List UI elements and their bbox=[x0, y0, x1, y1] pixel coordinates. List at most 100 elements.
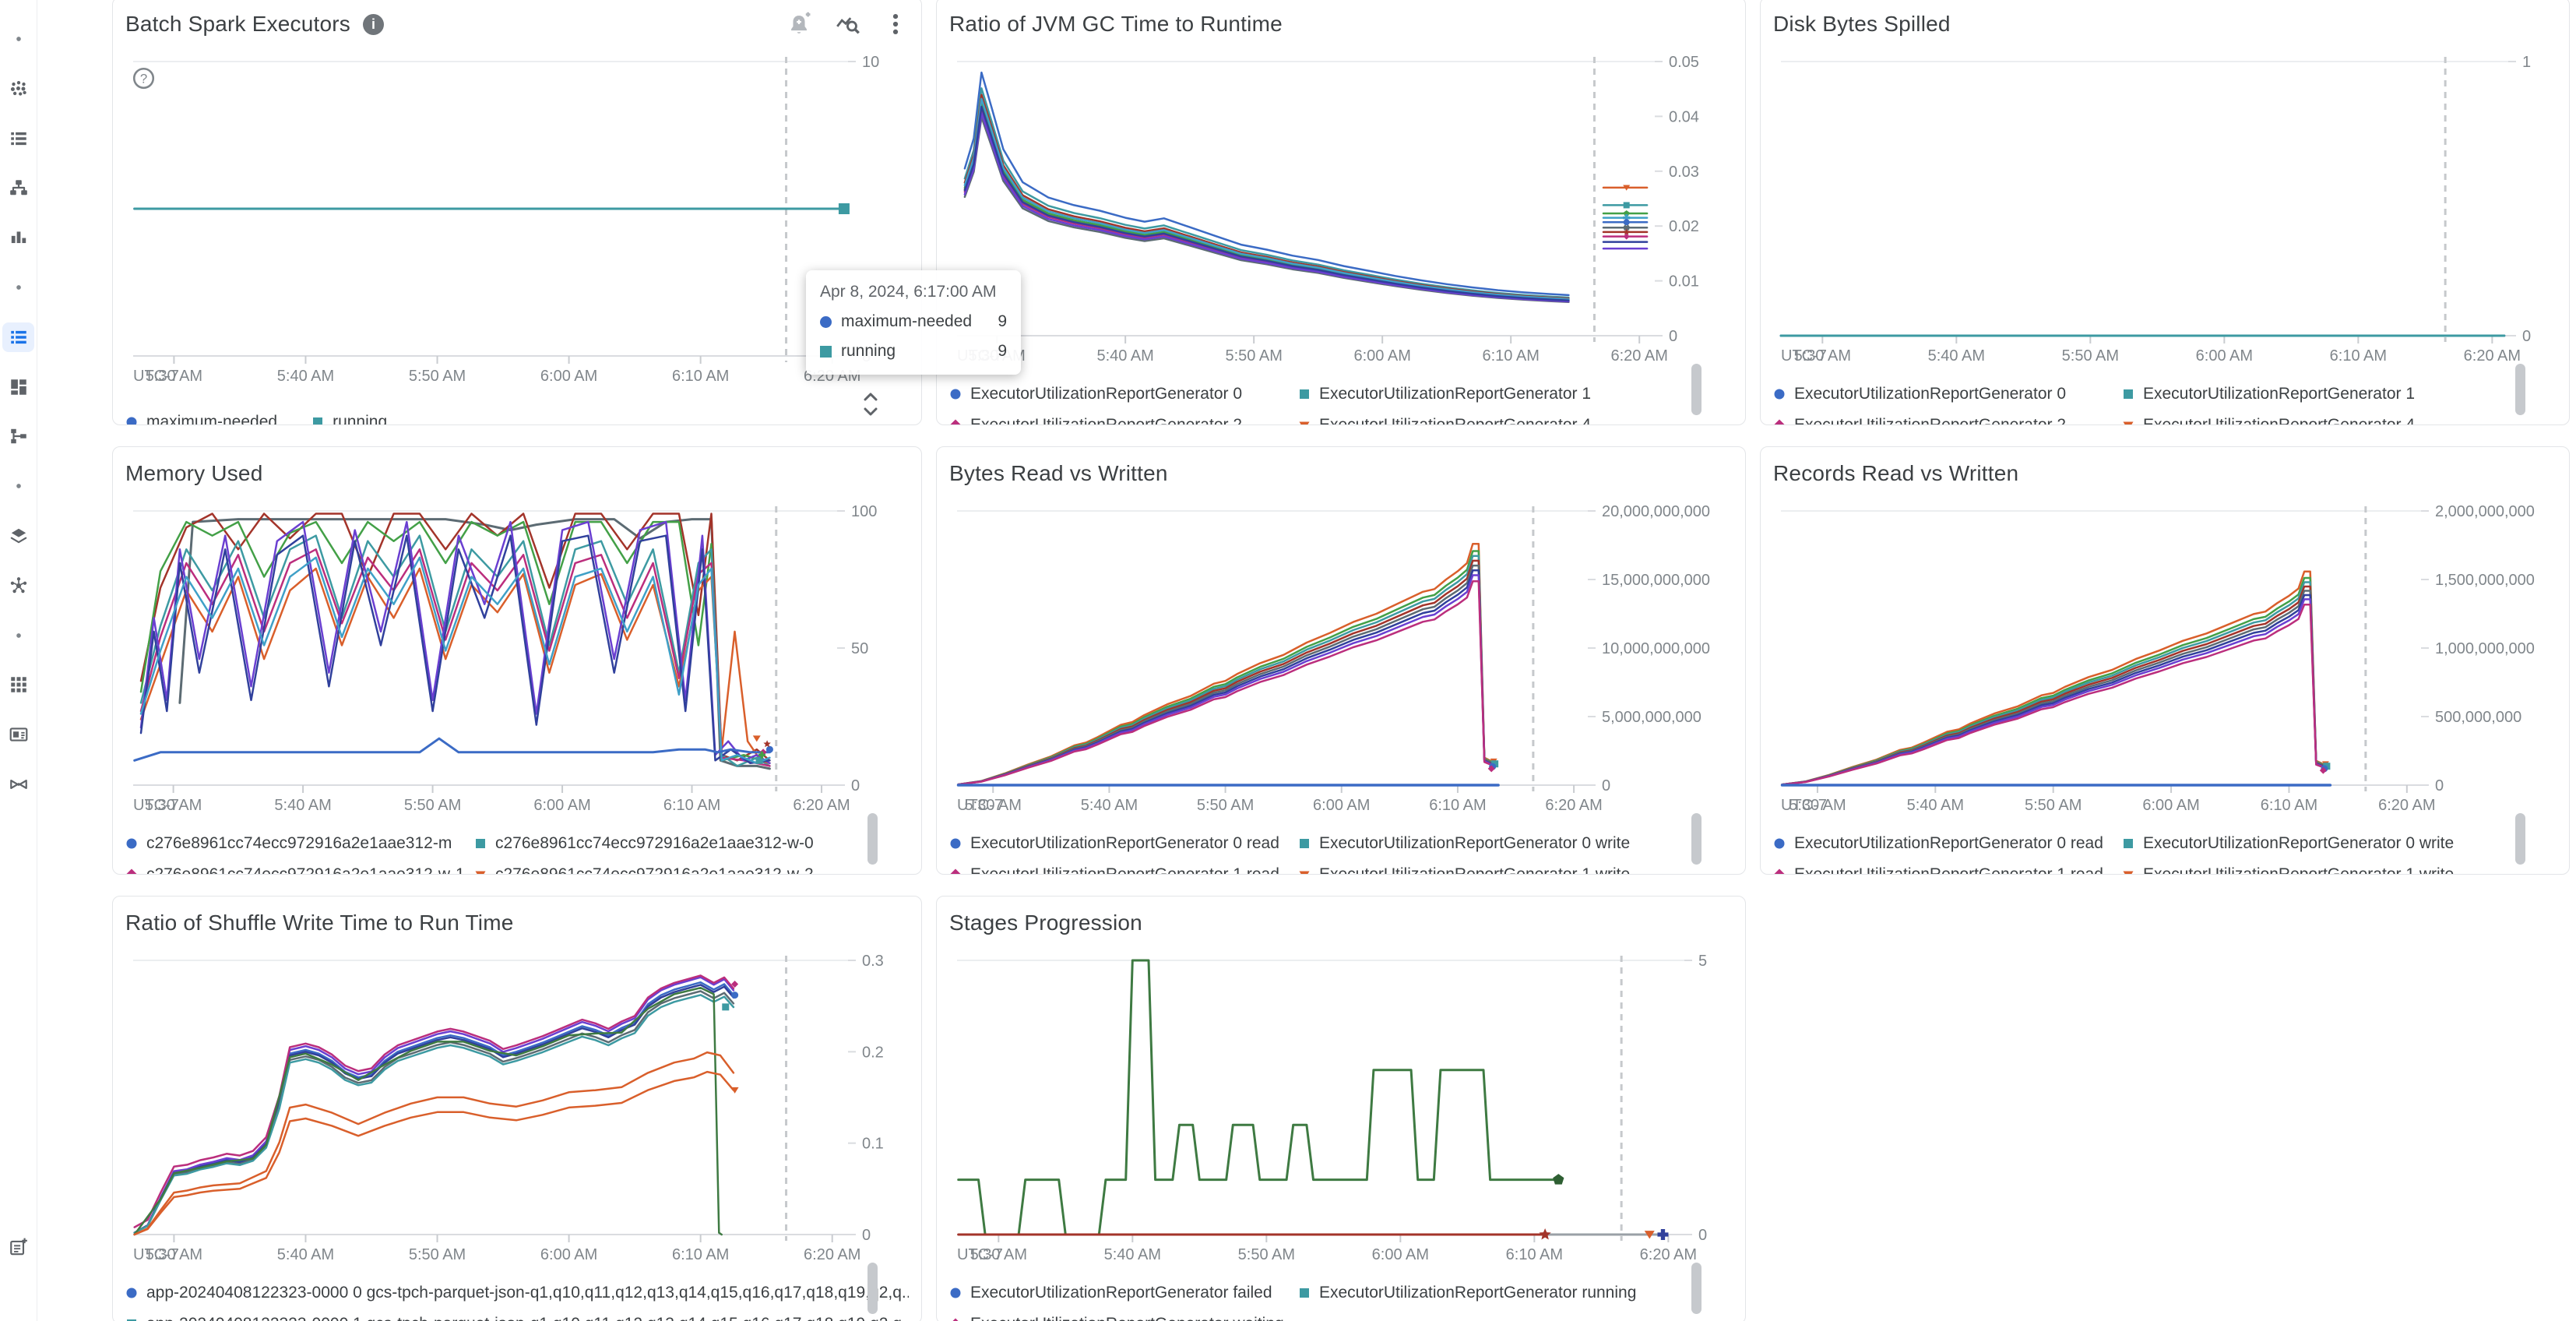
sidebar-item-sessions-icon[interactable] bbox=[0, 771, 37, 798]
legend-item[interactable]: c276e8961cc74ecc972916a2e1aae312-w-0 bbox=[474, 832, 909, 855]
svg-text:1: 1 bbox=[2522, 54, 2531, 71]
chart-canvas[interactable]: 1 0 UTC-75:30 AM 5:40 AM 5:50 AM 6:00 AM 6:10 … bbox=[1773, 41, 2558, 372]
legend-circle-icon bbox=[950, 1288, 961, 1298]
legend-item[interactable]: ExecutorUtilizationReportGenerator 0 rea… bbox=[1773, 832, 2122, 855]
dashboard-grid: Batch Spark Executorsi108UTC-75:30 AM5:4… bbox=[112, 0, 2570, 1321]
add-alert-icon[interactable] bbox=[786, 11, 812, 37]
legend-item[interactable]: ExecutorUtilizationReportGenerator 1 bbox=[1298, 382, 1733, 406]
chart-canvas[interactable]: 0.3 0.2 0.1 0 UTC-75:30 AM 5:40 AM 5:50 AM 6:00… bbox=[125, 940, 910, 1270]
sidebar-item-metrics-icon[interactable] bbox=[0, 224, 37, 251]
chart-canvas[interactable]: 0.050.040.030.020.010UTC-75:30 AM5:40 AM… bbox=[949, 41, 1734, 372]
legend-item[interactable]: ExecutorUtilizationReportGenerator 2 bbox=[949, 414, 1298, 424]
sidebar-item-schema-icon[interactable] bbox=[0, 423, 37, 449]
more-vert-icon[interactable] bbox=[882, 11, 909, 37]
legend-item[interactable]: ExecutorUtilizationReportGenerator 2 bbox=[1773, 414, 2122, 425]
tooltip-row: running 9 bbox=[820, 342, 1007, 361]
sidebar-item-apps-icon[interactable] bbox=[0, 671, 37, 698]
svg-text:2,000,000,000: 2,000,000,000 bbox=[2435, 503, 2535, 520]
legend-item[interactable]: ExecutorUtilizationReportGenerator 4 bbox=[1298, 414, 1733, 424]
svg-text:5:50 AM: 5:50 AM bbox=[1225, 347, 1282, 365]
sidebar-item-reports-icon[interactable] bbox=[0, 721, 37, 748]
sidebar-item-hierarchy-icon[interactable] bbox=[0, 174, 37, 201]
legend-item[interactable]: c276e8961cc74ecc972916a2e1aae312-w-2 bbox=[474, 863, 909, 874]
svg-text:6:00 AM: 6:00 AM bbox=[1353, 347, 1410, 365]
cluster-icon bbox=[10, 80, 26, 96]
chart-canvas[interactable]: 5 0 UTC-75:30 AM 5:40 AM 5:50 AM 6:00 AM 6:10 … bbox=[949, 940, 1734, 1270]
sidebar-item-dashboards-icon[interactable] bbox=[0, 374, 37, 400]
legend-item[interactable]: ExecutorUtilizationReportGenerator runni… bbox=[1298, 1281, 1733, 1305]
legend-item[interactable]: ExecutorUtilizationReportGenerator 0 wri… bbox=[1298, 832, 1733, 855]
legend-label: ExecutorUtilizationReportGenerator 1 wri… bbox=[2143, 865, 2455, 875]
legend-item[interactable]: running bbox=[311, 410, 387, 424]
legend-scrollbar[interactable] bbox=[867, 1263, 878, 1314]
info-icon[interactable]: i bbox=[363, 13, 384, 35]
sidebar-item-release-notes-icon[interactable] bbox=[0, 1234, 37, 1260]
legend-triangle-icon bbox=[2123, 871, 2134, 874]
help-icon[interactable]: ? bbox=[132, 66, 156, 90]
legend-label: maximum-needed bbox=[146, 413, 278, 425]
chart-canvas[interactable]: 100 50 0 UTC-75:30 AM 5:40 AM 5:50 AM 6:00 AM 6… bbox=[125, 491, 910, 821]
explore-chart-icon[interactable] bbox=[834, 11, 860, 37]
legend-item[interactable]: ExecutorUtilizationReportGenerator 0 wri… bbox=[2122, 832, 2557, 855]
legend-circle-icon bbox=[950, 389, 961, 400]
sidebar-item-layers-icon[interactable] bbox=[0, 523, 37, 549]
legend-item[interactable]: maximum-needed bbox=[125, 410, 278, 425]
legend-diamond-icon bbox=[1774, 868, 1785, 874]
legend-item[interactable]: ExecutorUtilizationReportGenerator waiti… bbox=[949, 1312, 1298, 1321]
sidebar-item-instances-icon[interactable] bbox=[0, 76, 37, 102]
legend-triangle-icon bbox=[2123, 421, 2134, 424]
legend-label: c276e8961cc74ecc972916a2e1aae312-m bbox=[146, 834, 452, 852]
legend-item[interactable]: ExecutorUtilizationReportGenerator 1 rea… bbox=[949, 863, 1298, 875]
svg-text:6:20 AM: 6:20 AM bbox=[793, 797, 850, 814]
legend-sort-chevrons-icon[interactable] bbox=[860, 389, 881, 420]
legend-item[interactable]: c276e8961cc74ecc972916a2e1aae312-m bbox=[125, 832, 474, 855]
legend-item[interactable]: ExecutorUtilizationReportGenerator faile… bbox=[949, 1281, 1298, 1305]
legend-item[interactable]: ExecutorUtilizationReportGenerator 0 bbox=[949, 382, 1298, 406]
legend-scrollbar[interactable] bbox=[1691, 1263, 1701, 1314]
chart-card-jvm-gc-ratio: Ratio of JVM GC Time to Runtime 0.05 0.04 0… bbox=[936, 0, 1746, 425]
svg-text:6:00 AM: 6:00 AM bbox=[540, 368, 597, 385]
legend-label: ExecutorUtilizationReportGenerator 1 wri… bbox=[1319, 865, 1631, 875]
bar-chart-icon bbox=[11, 231, 26, 244]
legend-item[interactable]: ExecutorUtilizationReportGenerator 0 rea… bbox=[949, 832, 1298, 855]
legend-item[interactable]: ExecutorUtilizationReportGenerator 1 wri… bbox=[1298, 863, 1733, 875]
grid-icon bbox=[10, 677, 26, 693]
legend-diamond-icon bbox=[1774, 419, 1785, 424]
sidebar-item-bullet-1 bbox=[0, 26, 37, 52]
legend-item[interactable]: ExecutorUtilizationReportGenerator 4 bbox=[2122, 414, 2557, 424]
legend-square-icon bbox=[313, 417, 323, 424]
chart-canvas[interactable]: 20,000,000,000 15,000,000,000 10,000,000,0… bbox=[949, 491, 1734, 821]
tooltip-series-value: 9 bbox=[998, 312, 1007, 330]
legend-item[interactable]: c276e8961cc74ecc972916a2e1aae312-w-1 bbox=[125, 863, 474, 874]
tooltip-row: maximum-needed 9 bbox=[820, 312, 1007, 331]
chart-card-memory-used: Memory Used 100 50 0 UTC-7 5:30 AM 5:40 AM 5:50… bbox=[112, 446, 922, 875]
svg-text:10: 10 bbox=[862, 54, 879, 71]
sidebar-item-list-view-icon[interactable] bbox=[0, 125, 37, 152]
legend-scrollbar[interactable] bbox=[1691, 813, 1701, 865]
legend-item[interactable]: ExecutorUtilizationReportGenerator 1 rea… bbox=[1773, 863, 2122, 874]
legend-item[interactable]: app-20240408122323-0000 1 gcs-tpch-parqu… bbox=[125, 1312, 909, 1321]
legend-label: ExecutorUtilizationReportGenerator 2 bbox=[1794, 416, 2067, 425]
legend-item[interactable]: ExecutorUtilizationReportGenerator 1 wri… bbox=[2122, 863, 2557, 875]
legend-scrollbar[interactable] bbox=[1691, 364, 1701, 415]
svg-text:0.03: 0.03 bbox=[1669, 164, 1699, 181]
sidebar-item-hub-icon[interactable] bbox=[0, 572, 37, 599]
sidebar bbox=[0, 0, 37, 1321]
legend-scrollbar[interactable] bbox=[2515, 813, 2525, 865]
legend-scrollbar[interactable] bbox=[2515, 364, 2525, 415]
chart-canvas[interactable]: 108UTC-75:30 AM5:40 AM5:50 AM6:00 AM6:10… bbox=[125, 41, 910, 392]
chart-canvas[interactable]: 2,000,000,000 1,500,000,000 1,000,000,000 5… bbox=[1773, 491, 2558, 821]
sidebar-item-bullet-3 bbox=[0, 473, 37, 499]
legend-label: ExecutorUtilizationReportGenerator 0 wri… bbox=[1319, 834, 1631, 852]
card-header: Stages Progression bbox=[949, 906, 1733, 940]
svg-text:5:40 AM: 5:40 AM bbox=[277, 1246, 334, 1263]
svg-text:5:50 AM: 5:50 AM bbox=[409, 368, 466, 385]
legend-label: c276e8961cc74ecc972916a2e1aae312-w-0 bbox=[495, 834, 814, 852]
legend-label: ExecutorUtilizationReportGenerator 0 bbox=[1794, 385, 2067, 403]
legend-item[interactable]: ExecutorUtilizationReportGenerator 1 bbox=[2122, 382, 2557, 406]
legend-scrollbar[interactable] bbox=[867, 813, 878, 865]
legend-item[interactable]: ExecutorUtilizationReportGenerator 0 bbox=[1773, 382, 2122, 406]
legend-item[interactable]: app-20240408122323-0000 0 gcs-tpch-parqu… bbox=[125, 1281, 909, 1305]
sidebar-item-monitoring-selected-icon[interactable] bbox=[0, 322, 37, 352]
legend-label: ExecutorUtilizationReportGenerator 1 rea… bbox=[970, 865, 1279, 875]
